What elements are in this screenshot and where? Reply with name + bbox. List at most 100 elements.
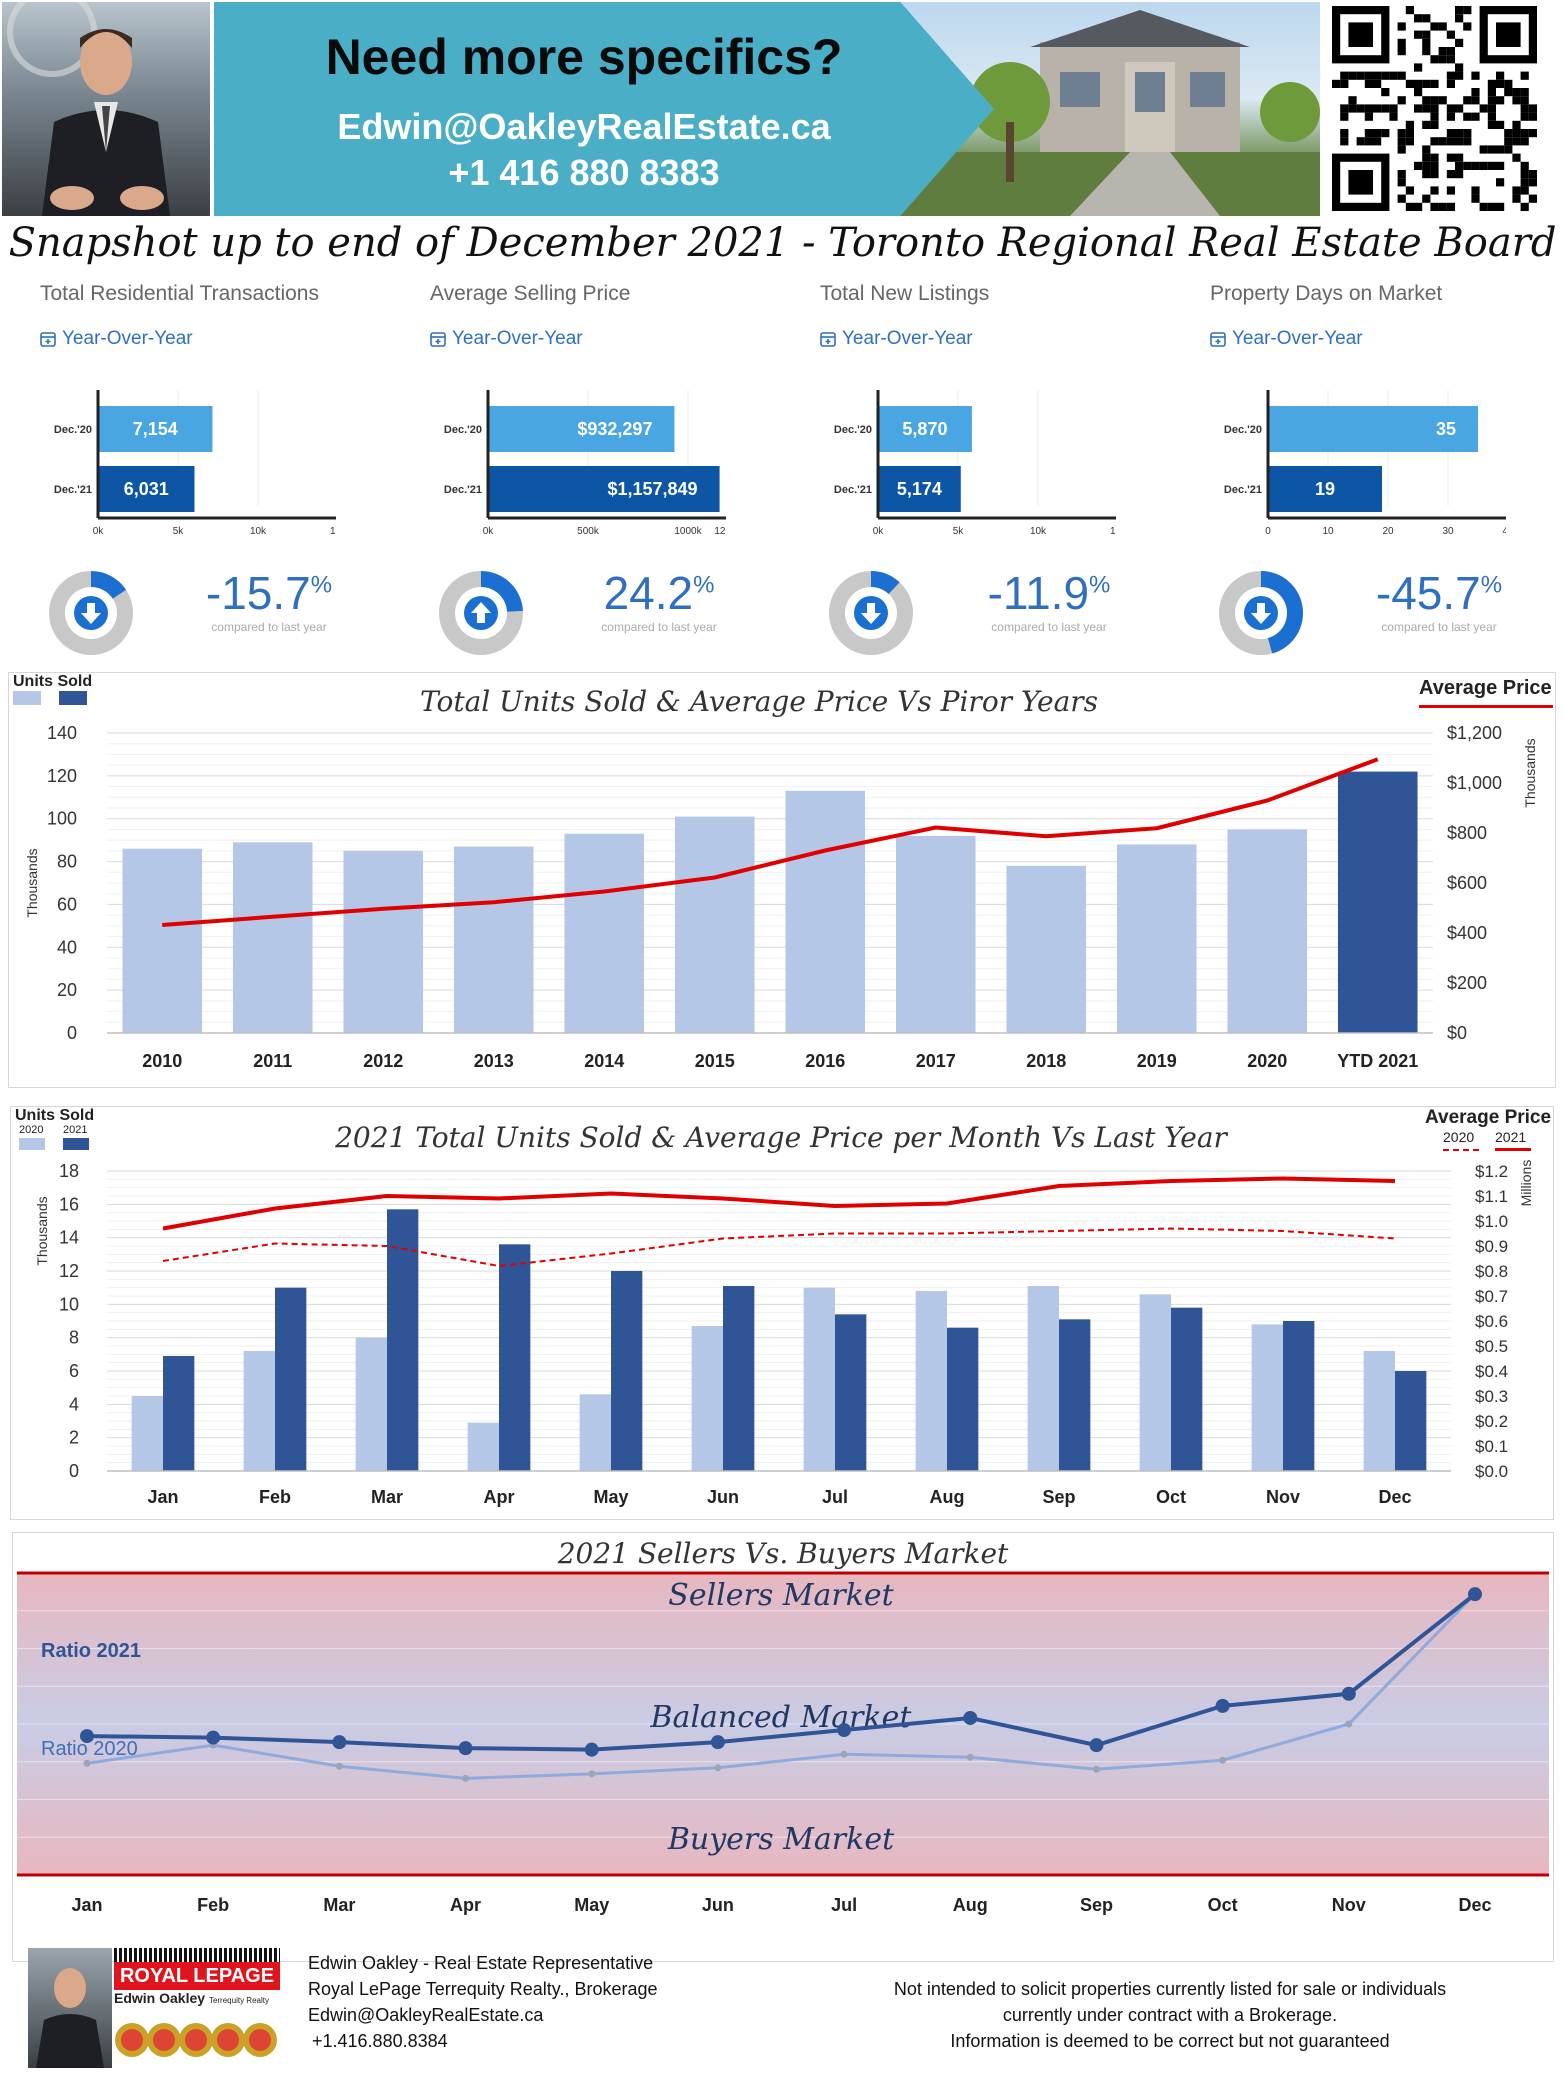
qr-module [1455,161,1464,170]
x-axis-tick: Jan [71,1895,102,1915]
kpi-yoy-link[interactable]: Year-Over-Year [40,328,193,350]
qr-module [1422,14,1431,23]
calendar-frame [430,332,446,347]
x-axis-tick: Jun [707,1487,739,1507]
qr-module [1438,47,1447,56]
monthly-chart-svg: 0 2 4 6 8 10 12 14 16 18 $0.0 $0.1 $0.2 $0.3 $0.4 $0.5 $… [34,1160,1534,1507]
kpi-axis-tick: 0k [873,526,885,537]
kpi-percent: -45.7% [1354,566,1524,620]
qr-module [1471,71,1480,80]
x-axis-tick: Apr [450,1895,481,1915]
x-axis-tick: Dec [1458,1895,1491,1915]
kpi-label: Total Residential Transactions [40,282,319,305]
kpi-axis-tick: 0 [1265,526,1271,537]
kpi-bar-value: 19 [1315,479,1335,499]
x-axis-tick: Jun [702,1895,734,1915]
qr-module [1446,129,1455,138]
ratio-2021-point [206,1730,221,1745]
kpi-bar [1268,466,1382,512]
kpi-axis-tick: 10k [250,526,267,537]
qr-module [1446,153,1455,162]
y-axis-tick: 8 [69,1328,79,1348]
legend-swatch-2020 [19,1138,45,1150]
qr-module [1512,186,1521,195]
kpi-donut [829,571,913,655]
y2-axis-tick: $0.1 [1475,1437,1508,1456]
bar-2020 [1363,1351,1395,1471]
qr-module [1528,104,1537,113]
contact-brokerage: Royal LePage Terrequity Realty., Brokera… [308,1979,658,1999]
kpi-bar [878,466,961,512]
bar [343,850,424,1033]
qr-module [1422,96,1431,105]
price-line-2021 [162,1176,1396,1231]
bar-2021 [1171,1307,1203,1471]
qr-module [1356,137,1365,146]
qr-module [1422,104,1431,113]
qr-module [1430,112,1439,121]
y2-axis-tick: $600 [1447,873,1487,893]
qr-module [1422,194,1431,203]
qr-module [1512,129,1521,138]
qr-module [1356,71,1365,80]
qr-module [1397,170,1406,179]
qr-module [1496,79,1505,88]
contact-phone[interactable]: +1.416.880.8384 [312,2031,448,2051]
kpi-bar-period: Dec.'20 [834,424,872,436]
legend-line-year-2021: 2021 [1495,1129,1527,1145]
kpi-bar-value: 5,174 [897,479,942,499]
qr-module [1397,47,1406,56]
market-chart-svg: Sellers Market Balanced Market Buyers Mark… [17,1571,1549,1915]
qr-module [1405,129,1414,138]
bar [785,790,866,1033]
x-axis-tick: May [593,1487,628,1507]
qr-module [1414,63,1423,72]
qr-module [1389,104,1398,113]
qr-module [1463,22,1472,31]
qr-module [1446,186,1455,195]
kpi-yoy-link[interactable]: Year-Over-Year [430,328,583,350]
calendar-icon [1210,332,1226,347]
qr-code[interactable] [1322,2,1547,216]
qr-module [1340,129,1349,138]
ratio-2021-line [86,1592,1477,1752]
yearly-chart-svg: 0 20 40 60 80 100 120 140 $0 $200 $400 $600 $800 $1,0… [24,723,1538,1071]
ratio-2021-point [1341,1686,1356,1701]
qr-finder [1348,22,1373,47]
y2-axis-tick: $0.9 [1475,1237,1508,1256]
kpi-percent-value: -11.9 [987,567,1090,619]
qr-module [1397,178,1406,187]
kpi-bar [488,466,720,512]
qr-module [1422,38,1431,47]
qr-module [1340,79,1349,88]
qr-module [1430,22,1439,31]
qr-module [1512,153,1521,162]
ratio-2021-point [1089,1738,1104,1753]
kpi-bar-value: $932,297 [577,419,652,439]
kpi-percent-sign: % [1480,571,1503,599]
y-axis-tick: 80 [57,852,77,872]
cta-phone[interactable]: +1 416 880 8383 [448,152,720,193]
ratio-2020-point [1345,1720,1353,1728]
x-axis-tick: 2012 [363,1051,403,1071]
qr-module [1422,79,1431,88]
kpi-yoy-link[interactable]: Year-Over-Year [1210,328,1363,350]
qr-module [1405,202,1414,211]
y2-axis-tick: $0.5 [1475,1337,1508,1356]
contact-banner: Need more specifics? Edwin@OakleyRealEst… [214,2,994,216]
bar [1006,865,1087,1033]
contact-email[interactable]: Edwin@OakleyRealEstate.ca [308,2005,544,2025]
legend-year-2020: 2020 [19,1124,44,1136]
y2-axis-tick: $1.1 [1475,1187,1508,1206]
qr-module [1455,170,1464,179]
qr-module [1397,71,1406,80]
kpi-axis-tick: 20 [1382,526,1394,537]
qr-module [1504,79,1513,88]
arrow-up-icon [471,602,491,623]
bar-2021 [1283,1321,1315,1471]
kpi-percent-value: 24.2 [603,567,694,619]
qr-module [1528,194,1537,203]
kpi-yoy-link[interactable]: Year-Over-Year [820,328,973,350]
cta-email[interactable]: Edwin@OakleyRealEstate.ca [337,106,831,147]
qr-module [1381,88,1390,97]
